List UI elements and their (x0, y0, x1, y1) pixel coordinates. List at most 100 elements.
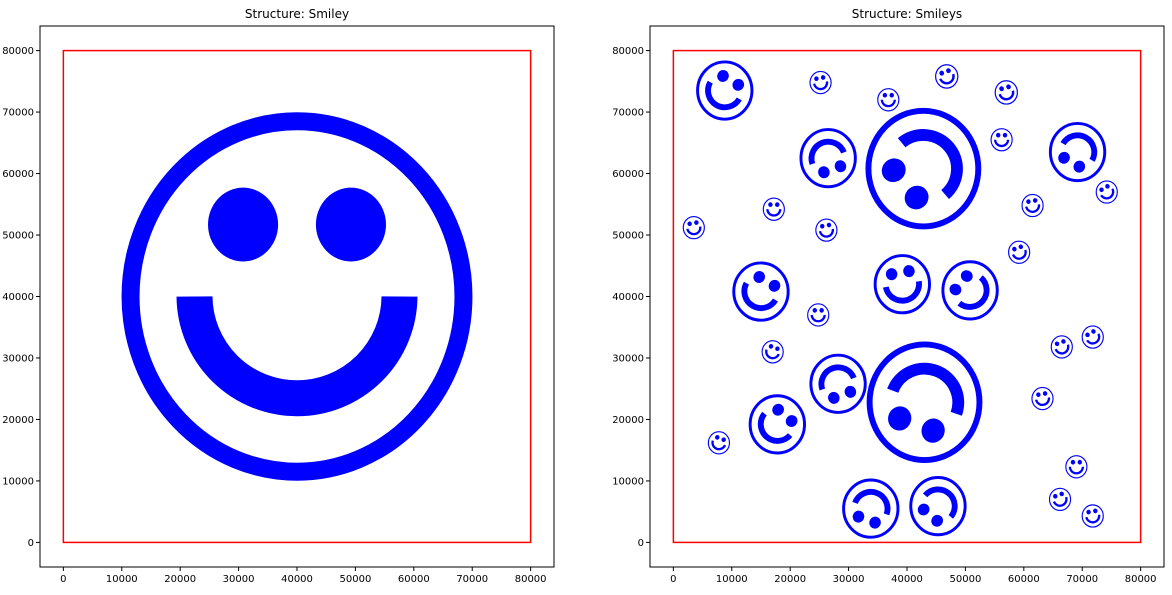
x-tick-label: 20000 (164, 574, 196, 585)
smiley-face (865, 107, 982, 230)
smiley-face (994, 80, 1018, 105)
chart-title: Structure: Smileys (852, 7, 962, 21)
y-tick-label: 0 (638, 538, 644, 549)
smiley-eye (721, 437, 726, 443)
smiley-mouth (1100, 188, 1115, 200)
smiley (762, 197, 785, 221)
smiley-eye (775, 346, 780, 352)
smiley-features (1054, 339, 1070, 355)
smiley (1021, 193, 1044, 218)
x-axis: 0 10000 20000 30000 40000 50000 60000 70000 8000… (60, 567, 547, 585)
smiley-eye (1012, 246, 1017, 252)
smiley-face (866, 341, 983, 464)
smiley (1081, 325, 1104, 349)
smiley-eye (1105, 184, 1110, 189)
y-tick-label: 10000 (2, 476, 34, 487)
smiley-eye (1036, 392, 1041, 397)
smiley-eye (828, 391, 840, 404)
smiley-eye (812, 308, 818, 313)
smiley-eye (999, 86, 1004, 92)
smiley (1065, 455, 1088, 479)
smiley-eye (1002, 132, 1008, 138)
smiley-eye (917, 503, 930, 516)
smiley (994, 80, 1018, 105)
smiley (1095, 180, 1118, 204)
smiley (1048, 121, 1107, 183)
smiley-face (807, 303, 830, 327)
smiley-face (909, 476, 967, 537)
smiley-eye (315, 187, 386, 262)
smiley-mouth (1054, 344, 1070, 355)
smiley-face (941, 260, 999, 321)
y-tick-label: 50000 (612, 231, 644, 242)
smiley-eye (889, 92, 894, 98)
smiley-features (766, 202, 782, 217)
smiley-face (1048, 121, 1107, 183)
smiley-face (1065, 455, 1088, 479)
smiley-features (887, 362, 965, 443)
smiley-mouth (1035, 397, 1051, 406)
smiley (1031, 386, 1054, 411)
smiley-mouth (852, 488, 891, 516)
smiley-eye (687, 221, 692, 227)
x-tick-label: 70000 (1066, 574, 1098, 585)
smiley-mouth (711, 440, 727, 451)
smiley-features (810, 308, 826, 323)
smiley (866, 341, 983, 464)
smiley (990, 128, 1013, 152)
chart-title: Structure: Smiley (245, 7, 349, 21)
y-tick-label: 70000 (2, 108, 34, 119)
smiley (696, 60, 754, 121)
smiley (1008, 240, 1031, 264)
smiley-eye (785, 415, 798, 427)
smiley-eye (1018, 244, 1024, 250)
smiley-eye (1006, 84, 1011, 90)
smiley-eye (768, 344, 774, 349)
smiley-eye (826, 222, 832, 228)
smiley-mouth (922, 486, 958, 519)
smiley-mouth (1025, 204, 1041, 213)
smiley-eye (1086, 509, 1091, 515)
smiley-face (935, 64, 959, 89)
smiley (761, 340, 784, 364)
smiley-eye (1093, 508, 1098, 514)
smiley-features (176, 187, 418, 417)
smiley-eye (772, 403, 784, 416)
smiley-eye (960, 270, 973, 282)
smiley-eye (820, 75, 826, 80)
smiley-eye (819, 308, 824, 313)
y-tick-label: 80000 (2, 46, 34, 57)
smiley-features (765, 344, 780, 360)
smiley (799, 128, 857, 189)
smiley-features (1052, 491, 1068, 507)
plot-panel-smileys: Structure: Smileys 0 10000 20000 30000 40000… (612, 7, 1165, 585)
smiley-mouth (1068, 466, 1085, 475)
x-tick-label: 30000 (833, 574, 865, 585)
smiley-face (842, 478, 900, 539)
smiley (1081, 504, 1104, 528)
y-tick-label: 60000 (612, 169, 644, 180)
smiley-eye (852, 510, 865, 523)
smiley-eye (1091, 329, 1096, 334)
smiley-mouth (176, 295, 418, 417)
smiley-eye (888, 406, 912, 431)
smiley (842, 478, 900, 539)
smiley-features (880, 92, 896, 108)
smiley-mouth (813, 81, 829, 91)
x-tick-label: 60000 (1008, 574, 1040, 585)
smiley-face (707, 431, 731, 455)
y-tick-label: 30000 (612, 353, 644, 364)
smiley-features (705, 70, 745, 111)
smiley-mouth (1085, 514, 1101, 524)
x-tick-label: 60000 (398, 574, 430, 585)
x-tick-label: 70000 (456, 574, 488, 585)
smiley (877, 88, 900, 112)
smiley-mouth (880, 99, 896, 108)
smiley-eye (882, 92, 888, 98)
smiley-eye (904, 185, 929, 210)
y-tick-label: 50000 (2, 231, 34, 242)
smiley-eye (732, 78, 745, 91)
x-tick-label: 30000 (223, 574, 255, 585)
